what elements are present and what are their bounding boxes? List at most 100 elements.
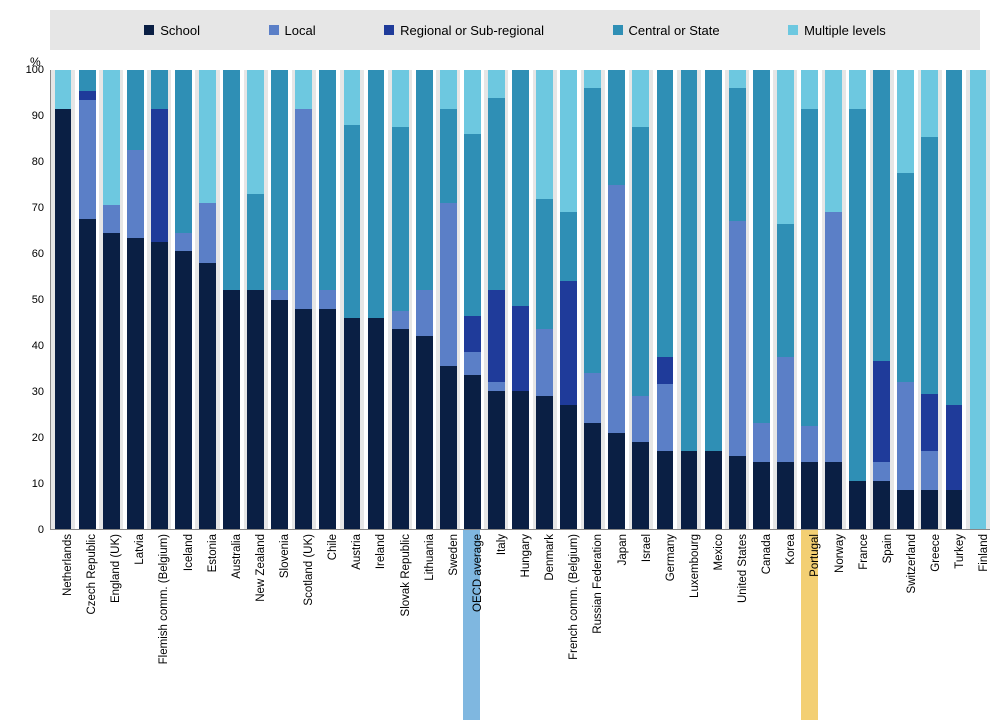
bar-segment-central	[416, 70, 433, 290]
x-tick-label: Slovenia	[279, 534, 291, 578]
bar-segment-central	[584, 88, 601, 373]
bar-segment-school	[127, 238, 144, 529]
stacked-bar	[344, 70, 361, 529]
y-tick: 30	[4, 386, 44, 398]
bar-segment-multiple	[849, 70, 866, 109]
bar-segment-central	[512, 70, 529, 306]
stacked-bar	[873, 70, 890, 529]
bar-segment-central	[488, 98, 505, 291]
x-tick-label: Switzerland	[906, 534, 918, 593]
bar-segment-central	[560, 212, 577, 281]
bar-segment-school	[657, 451, 674, 529]
bar-column	[75, 70, 99, 529]
bar-segment-central	[753, 70, 770, 423]
bar-segment-regional	[921, 394, 938, 451]
x-tick-label: Spain	[882, 534, 894, 563]
bar-segment-central	[392, 127, 409, 311]
y-tick: 100	[4, 64, 44, 76]
bar-segment-school	[392, 329, 409, 529]
x-tick-label: Austria	[351, 534, 363, 570]
x-label-column: Turkey	[942, 530, 966, 720]
stacked-bar	[970, 70, 987, 529]
x-label-column: Spain	[870, 530, 894, 720]
x-tick-label: Russian Federation	[592, 534, 604, 634]
y-tick: 40	[4, 340, 44, 352]
bar-column	[316, 70, 340, 529]
bar-column	[244, 70, 268, 529]
bar-column	[605, 70, 629, 529]
bar-segment-school	[729, 456, 746, 529]
bars-container	[50, 70, 990, 530]
legend-label: Central or State	[629, 23, 720, 38]
x-tick-label: Luxembourg	[689, 534, 701, 598]
bar-segment-multiple	[584, 70, 601, 88]
bar-segment-school	[175, 251, 192, 529]
bar-segment-multiple	[921, 70, 938, 137]
x-label-column: Russian Federation	[580, 530, 604, 720]
bar-segment-central	[632, 127, 649, 396]
bar-segment-school	[271, 300, 288, 530]
bar-column	[123, 70, 147, 529]
bar-segment-regional	[151, 109, 168, 242]
bar-segment-regional	[488, 290, 505, 382]
bar-segment-local	[608, 185, 625, 433]
legend-label: Local	[285, 23, 316, 38]
bar-segment-multiple	[55, 70, 72, 109]
bar-segment-local	[584, 373, 601, 423]
x-label-column: United States	[725, 530, 749, 720]
bar-segment-school	[946, 490, 963, 529]
stacked-bar	[681, 70, 698, 529]
x-label-column: French comm. (Belgium)	[556, 530, 580, 720]
bar-segment-multiple	[801, 70, 818, 109]
bar-segment-central	[921, 137, 938, 394]
stacked-bar	[560, 70, 577, 529]
bar-segment-school	[103, 233, 120, 529]
bar-column	[147, 70, 171, 529]
bar-segment-school	[536, 396, 553, 529]
bar-column	[508, 70, 532, 529]
bar-column	[220, 70, 244, 529]
bar-segment-central	[849, 109, 866, 481]
bar-segment-regional	[560, 281, 577, 405]
bar-segment-multiple	[440, 70, 457, 109]
bar-segment-local	[127, 150, 144, 237]
bar-segment-central	[946, 70, 963, 405]
x-label-column: Lithuania	[412, 530, 436, 720]
bar-segment-school	[753, 462, 770, 529]
bar-column	[436, 70, 460, 529]
x-tick-label: Sweden	[448, 534, 460, 576]
y-tick: 0	[4, 524, 44, 536]
x-label-column: Luxembourg	[677, 530, 701, 720]
bar-segment-multiple	[103, 70, 120, 205]
bar-segment-central	[536, 199, 553, 330]
bar-segment-local	[729, 221, 746, 455]
x-label-column: New Zealand	[243, 530, 267, 720]
x-label-column: Mexico	[701, 530, 725, 720]
bar-segment-central	[897, 173, 914, 382]
bar-segment-central	[608, 70, 625, 185]
x-tick-label: Hungary	[520, 534, 532, 577]
bar-segment-central	[440, 109, 457, 203]
bar-segment-multiple	[970, 70, 987, 529]
x-label-column: OECD average	[460, 530, 484, 720]
x-label-column: Latvia	[122, 530, 146, 720]
bar-column	[701, 70, 725, 529]
bar-segment-school	[151, 242, 168, 529]
stacked-bar	[897, 70, 914, 529]
x-label-column: Slovak Republic	[388, 530, 412, 720]
bar-segment-multiple	[392, 70, 409, 127]
x-label-column: Hungary	[508, 530, 532, 720]
bar-segment-multiple	[199, 70, 216, 203]
x-tick-label: France	[858, 534, 870, 570]
bar-column	[894, 70, 918, 529]
stacked-bar	[392, 70, 409, 529]
bar-segment-local	[825, 212, 842, 462]
legend-item: Local	[269, 23, 316, 38]
bar-column	[942, 70, 966, 529]
bar-segment-school	[440, 366, 457, 529]
bar-segment-regional	[657, 357, 674, 385]
x-tick-label: Germany	[665, 534, 677, 581]
bar-segment-central	[175, 70, 192, 233]
x-tick-label: Netherlands	[62, 534, 74, 596]
bar-column	[460, 70, 484, 529]
